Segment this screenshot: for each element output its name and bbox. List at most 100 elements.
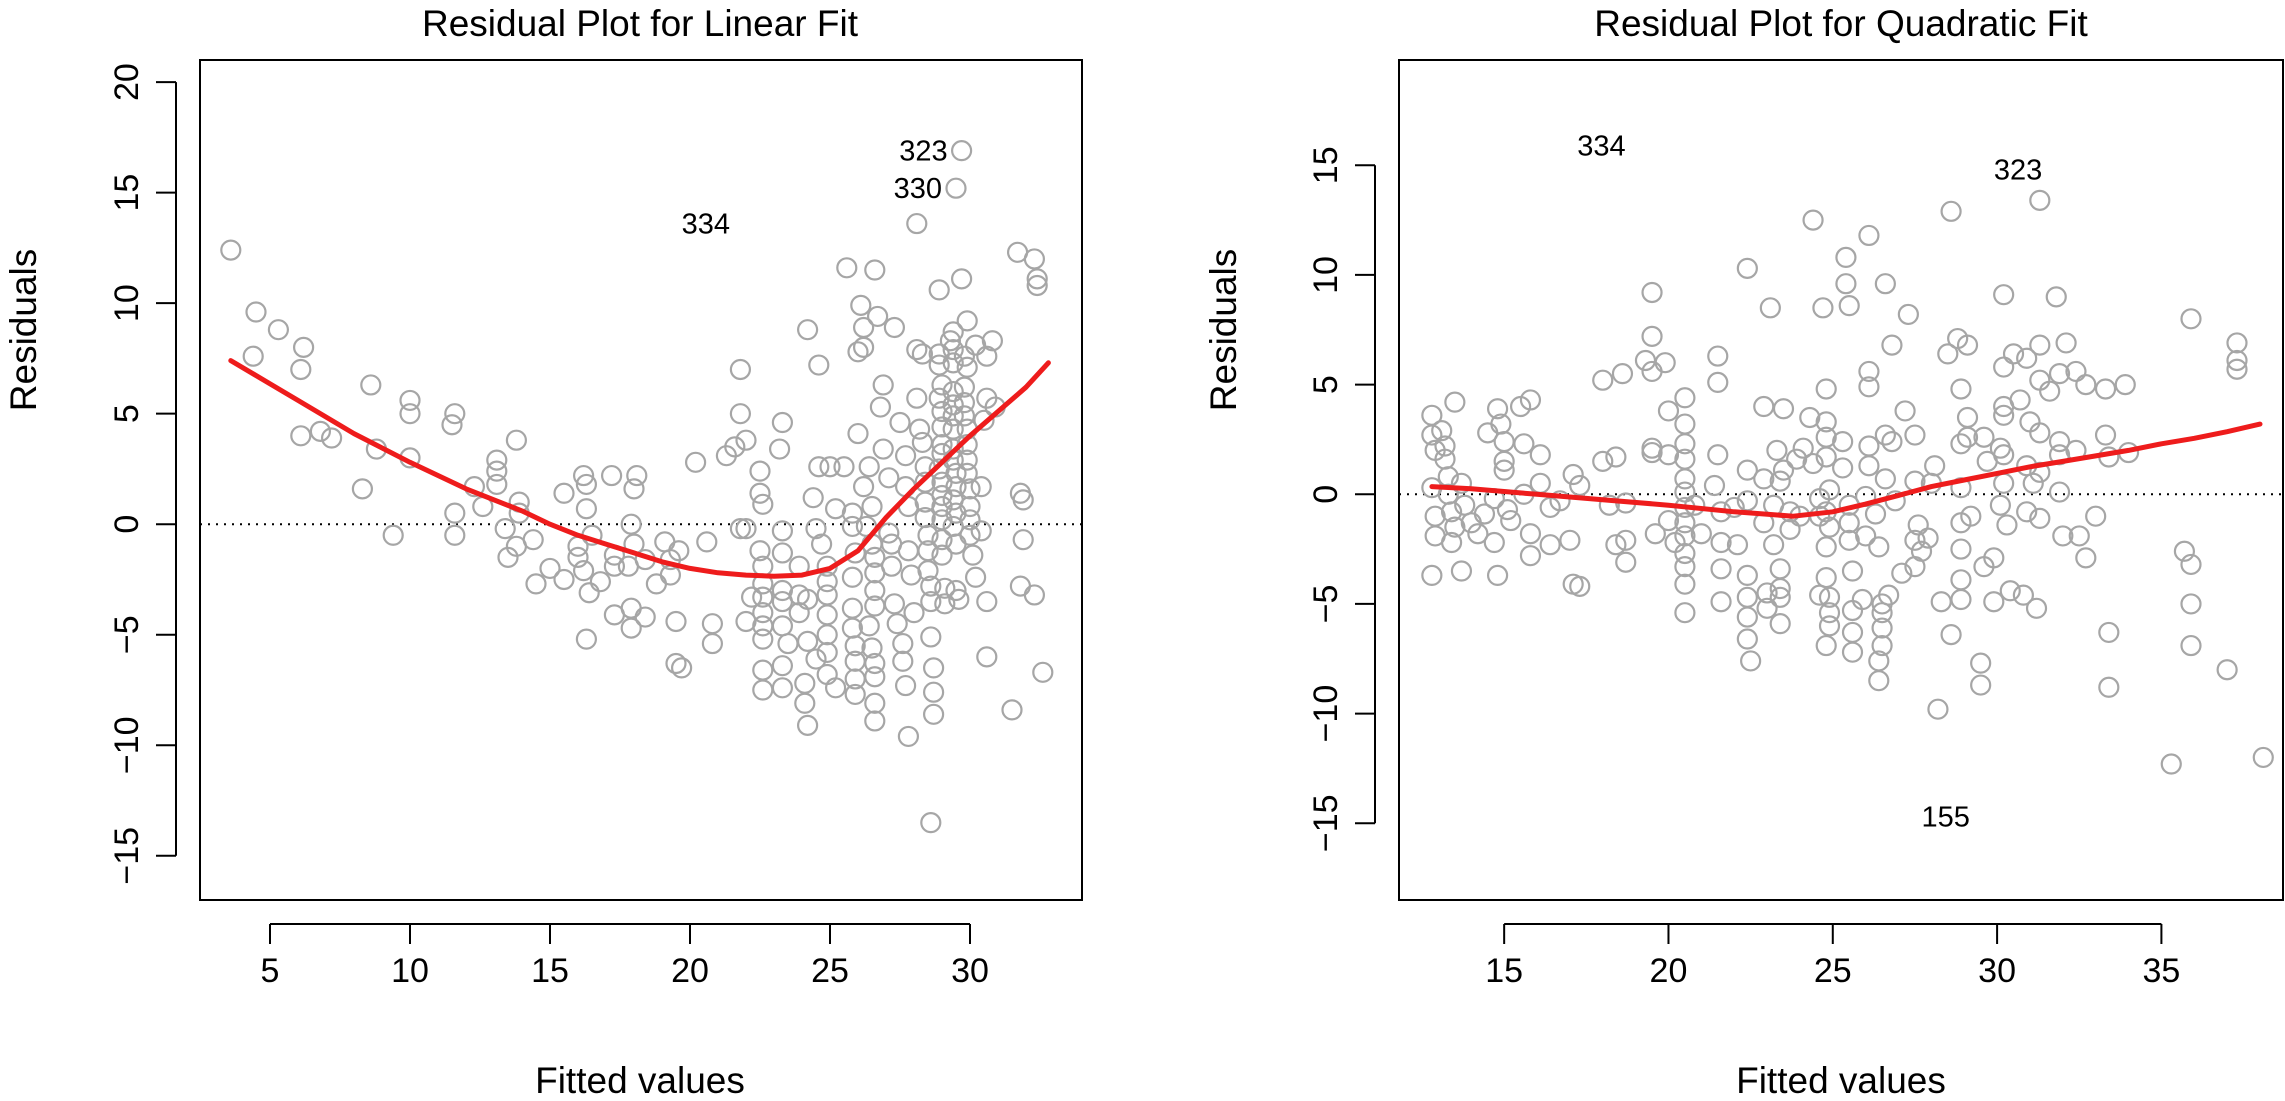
residual-point	[1956, 334, 1979, 356]
residual-point	[1486, 398, 1509, 420]
residual-point	[1023, 584, 1046, 606]
y-tick-label: 0	[108, 515, 146, 534]
residual-point	[1674, 556, 1696, 578]
residual-point	[970, 520, 992, 542]
residual-point	[1726, 534, 1749, 556]
residual-point	[539, 557, 561, 580]
residual-point	[729, 403, 752, 425]
plot-frame	[1398, 59, 2284, 901]
residual-point	[883, 316, 906, 339]
residual-point	[1519, 545, 1542, 567]
residual-point	[2029, 422, 2051, 444]
residual-point	[620, 617, 642, 639]
point-annotation: 334	[1577, 131, 1625, 163]
residual-point	[1611, 363, 1634, 385]
residual-point	[1736, 564, 1758, 587]
residual-point	[729, 358, 752, 381]
residual-point	[1993, 284, 2015, 306]
residual-point	[1736, 606, 1758, 628]
residual-point	[1569, 474, 1591, 497]
residual-point	[267, 319, 289, 341]
residual-point	[953, 392, 976, 414]
residual-point	[441, 414, 463, 436]
residual-point	[1641, 360, 1663, 383]
residual-point	[866, 305, 889, 328]
residual-point	[2048, 363, 2071, 385]
residual-point	[1763, 534, 1785, 556]
residual-point	[486, 460, 508, 482]
residual-point	[1871, 634, 1893, 657]
point-annotation: 323	[1994, 155, 2042, 187]
residual-point	[816, 571, 838, 593]
residual-point	[749, 482, 771, 504]
residual-point	[1674, 512, 1696, 534]
residual-point	[981, 330, 1004, 352]
residual-point	[525, 573, 547, 595]
residual-point	[953, 376, 976, 398]
residual-point	[1012, 529, 1034, 551]
residual-point	[2114, 373, 2136, 396]
x-tick-label: 30	[1978, 952, 2016, 990]
residual-point	[1598, 494, 1620, 516]
residual-point	[1818, 516, 1841, 538]
residual-point	[1634, 349, 1657, 372]
residual-point	[1881, 334, 1903, 356]
residual-point	[600, 464, 623, 487]
point-annotation: 323	[899, 136, 947, 168]
residual-point	[245, 301, 267, 323]
residual-point	[1500, 509, 1522, 532]
residual-point	[945, 502, 967, 524]
residual-point	[973, 409, 995, 431]
residual-point	[931, 434, 953, 456]
residual-point	[1703, 474, 1726, 497]
residual-point	[1450, 560, 1473, 582]
residual-point	[1772, 398, 1795, 420]
residual-point	[1838, 512, 1860, 534]
residual-point	[2048, 481, 2071, 503]
residual-point	[1904, 529, 1926, 551]
residual-point	[290, 425, 312, 447]
point-annotation: 334	[682, 209, 730, 241]
residual-point	[976, 345, 998, 367]
residual-point	[872, 374, 894, 396]
residual-point	[1026, 274, 1048, 297]
residual-point	[1736, 586, 1758, 608]
residual-point	[869, 396, 892, 418]
residual-point	[922, 681, 945, 703]
residual-point	[2160, 753, 2182, 775]
residual-point	[1654, 352, 1676, 374]
x-tick-label: 10	[391, 952, 429, 990]
residual-point	[892, 650, 914, 672]
residual-point	[1736, 257, 1758, 279]
residual-point	[833, 456, 855, 478]
residual-point	[1815, 634, 1837, 657]
residual-point	[290, 358, 312, 381]
residual-point	[2075, 547, 2097, 569]
residual-point	[1759, 297, 1781, 319]
residual-point	[1641, 441, 1663, 464]
residual-point	[1023, 248, 1046, 270]
residual-point	[2045, 286, 2067, 308]
residual-point	[1674, 602, 1696, 624]
residual-point	[1832, 457, 1854, 479]
residual-point	[2180, 634, 2202, 657]
residual-point	[1838, 295, 1860, 317]
residual-point	[1769, 470, 1791, 492]
residual-point	[931, 374, 953, 396]
residual-point	[2075, 373, 2097, 396]
residual-point	[816, 584, 838, 606]
residual-point	[1868, 670, 1890, 692]
residual-point	[939, 330, 962, 352]
residual-point	[931, 484, 953, 507]
residual-point	[1871, 617, 1893, 639]
residual-point	[794, 672, 816, 694]
residual-point	[382, 524, 404, 546]
residual-points	[1421, 189, 2274, 775]
residual-point	[2048, 431, 2071, 453]
residual-point	[1855, 525, 1877, 547]
x-tick-label: 25	[1814, 952, 1852, 990]
residual-point	[956, 356, 978, 378]
residual-point	[1841, 599, 1864, 622]
residual-point	[1960, 505, 1982, 527]
